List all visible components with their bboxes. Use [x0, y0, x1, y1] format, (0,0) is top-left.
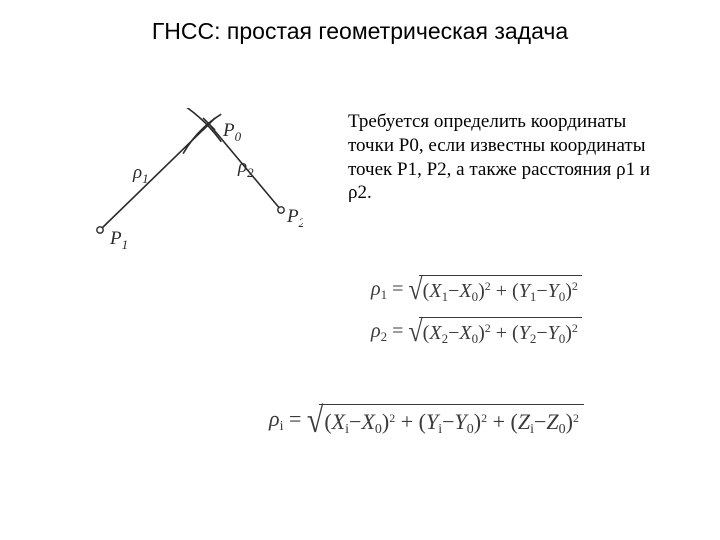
label-p0: P0 [222, 120, 242, 144]
label-p2: P2 [286, 206, 303, 230]
formula-rhoi: ρi = √ (Xi−X0)2 + (Yi−Y0)2 + (Zi−Z0)2 [269, 400, 584, 442]
label-rho2: ρ2 [237, 156, 254, 180]
formula-rho1: ρ1 = √ (X1−X0)2 + (Y1−Y0)2 [371, 272, 582, 308]
label-p1: P1 [109, 228, 128, 252]
page-title: ГНСС: простая геометрическая задача [0, 18, 720, 45]
geometry-diagram: P0 P1 P2 ρ1 ρ2 [78, 108, 303, 253]
formula-rho2: ρ2 = √ (X2−X0)2 + (Y2−Y0)2 [371, 314, 582, 350]
label-rho1: ρ1 [132, 162, 149, 186]
problem-description: Требуется определить координаты точки P0… [348, 110, 668, 205]
